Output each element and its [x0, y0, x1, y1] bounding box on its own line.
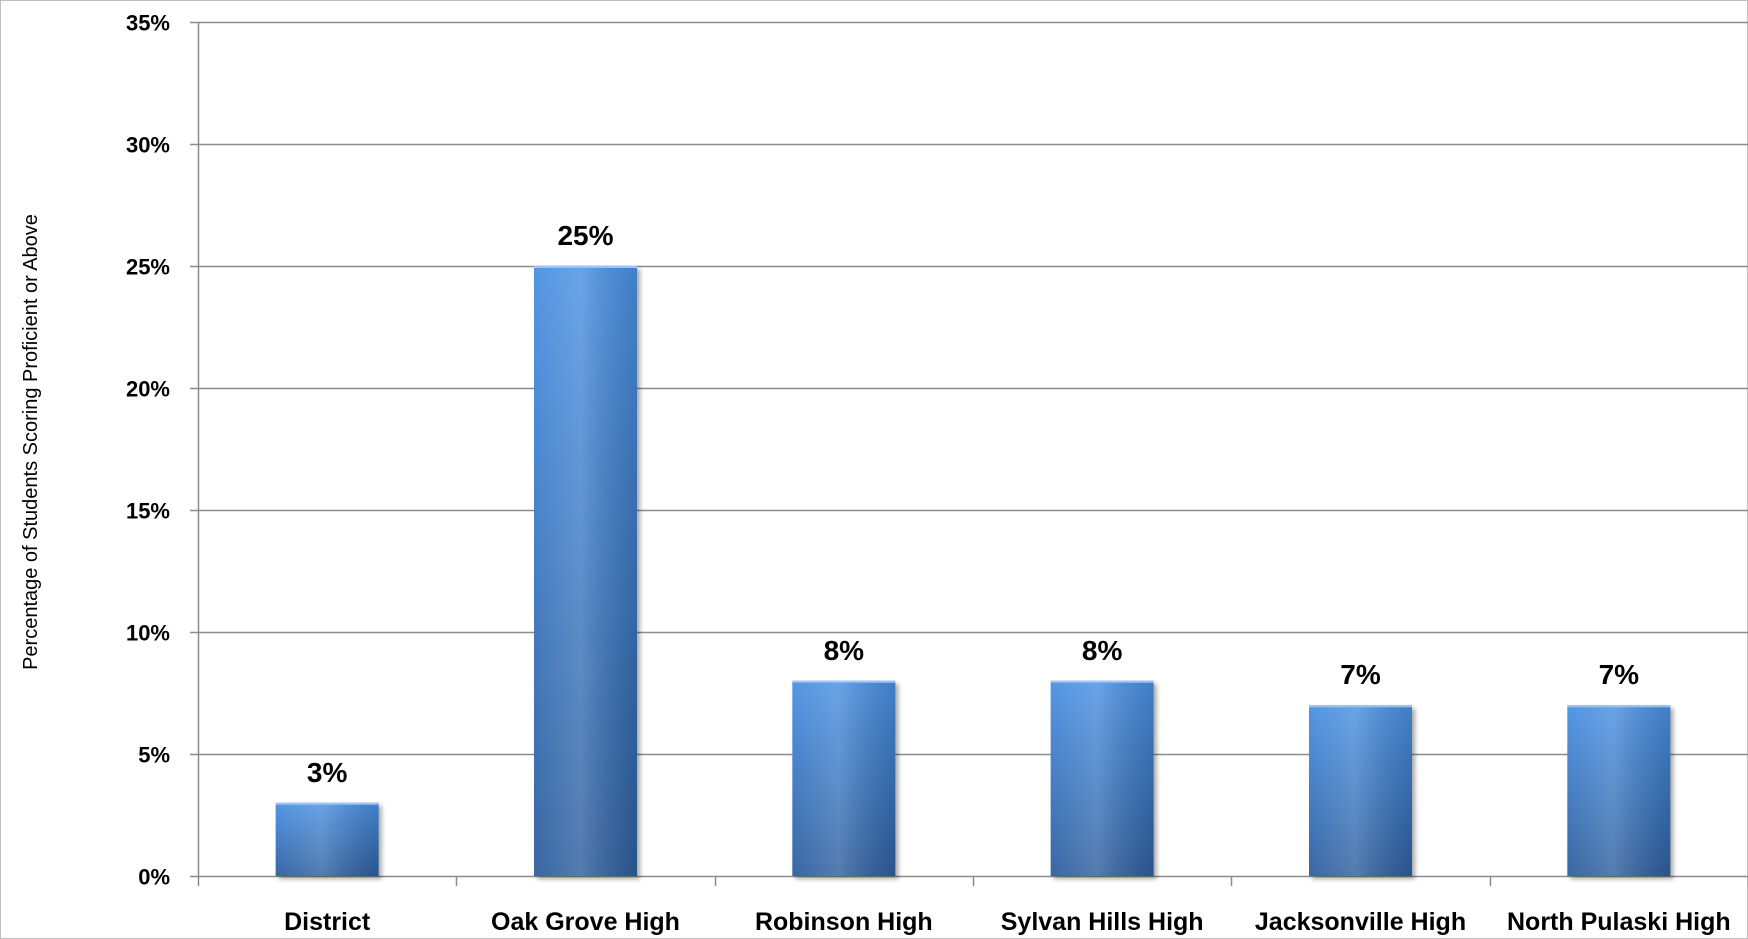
bar-highlight: [1050, 680, 1154, 876]
y-tick-label: 0%: [138, 865, 170, 890]
gridlines: [198, 21, 1748, 756]
y-tick-label: 35%: [126, 11, 170, 36]
bar-highlight: [534, 266, 637, 876]
x-category-label: Robinson High: [755, 908, 933, 936]
data-label: 8%: [1082, 635, 1123, 666]
bar-highlight: [792, 680, 896, 876]
y-tick-label: 30%: [126, 133, 170, 158]
x-category-label: District: [284, 908, 371, 936]
y-tick-label: 15%: [126, 499, 170, 524]
y-axis-title: Percentage of Students Scoring Proficien…: [20, 214, 42, 670]
axes: [190, 21, 1748, 886]
x-category-label: Oak Grove High: [491, 908, 680, 936]
x-category-label: North Pulaski High: [1507, 908, 1731, 936]
y-tick-label: 25%: [126, 255, 170, 280]
bars: [275, 266, 1671, 876]
y-tick-label: 10%: [126, 621, 170, 646]
data-label: 3%: [307, 757, 348, 788]
x-category-label: Sylvan Hills High: [1001, 908, 1204, 936]
y-tick-label: 20%: [126, 377, 170, 402]
data-label: 8%: [824, 635, 865, 666]
data-label: 25%: [557, 220, 613, 251]
bar-group: [1567, 705, 1671, 876]
bar-group: [1309, 705, 1412, 876]
bar-group: [275, 802, 379, 876]
bar-highlight: [275, 802, 379, 876]
data-label: 7%: [1599, 659, 1640, 690]
y-tick-label: 5%: [138, 743, 170, 768]
bar-highlight: [1567, 705, 1671, 876]
bar-group: [1050, 680, 1154, 876]
x-category-label: Jacksonville High: [1255, 908, 1466, 936]
bar-group: [792, 680, 896, 876]
bar-group: [534, 266, 637, 876]
bar-highlight: [1309, 705, 1412, 876]
labels: 0% 5% 10% 15% 20% 25% 30% 35% 3% District 25% Oak G…: [126, 11, 1731, 937]
data-label: 7%: [1340, 659, 1381, 690]
